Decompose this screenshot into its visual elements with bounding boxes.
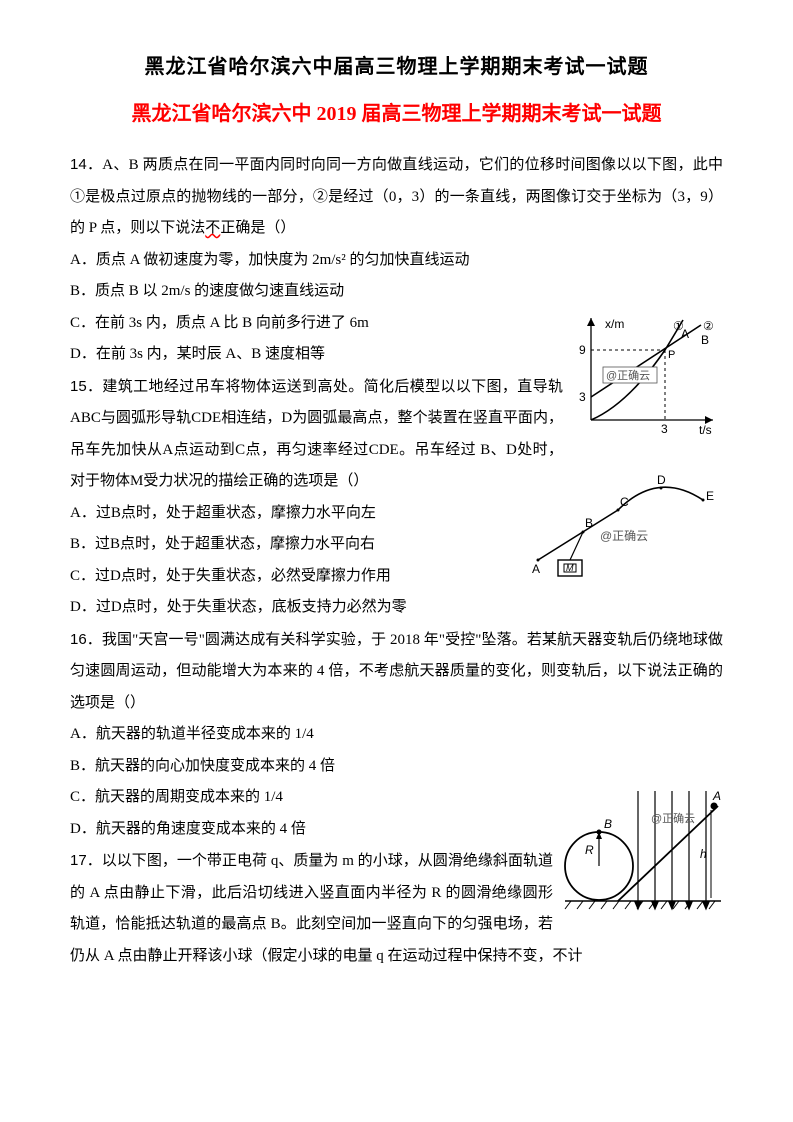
fig14-y3: 3 [579,390,586,404]
fig15-e: E [706,489,714,503]
q14-option-b: B．质点 B 以 2m/s 的速度做匀速直线运动 [70,276,723,308]
fig14-one: ① [673,319,684,333]
fig14-watermark: @正确云 [606,369,650,382]
fig14-x3: 3 [661,422,668,436]
q14-option-a: A．质点 A 做初速度为零，加快度为 2m/s² 的匀加快直线运动 [70,245,723,277]
q16-option-b: B．航天器的向心加快度变成本来的 4 倍 [70,751,723,783]
fig15: A B C D E M @正确云 [528,470,723,593]
page-title-red: 黑龙江省哈尔滨六中 2019 届高三物理上学期期末考试一试题 [70,95,723,133]
fig15-b: B [585,516,593,530]
page: 黑龙江省哈尔滨六中届高三物理上学期期末考试一试题 黑龙江省哈尔滨六中 2019 … [0,0,793,1012]
fig17: R B A h [563,786,723,934]
fig17-watermark: @正确云 [651,812,695,825]
q17-stem: 17．以以下图，一个带正电荷 q、质量为 m 的小球，从圆滑绝缘斜面轨道的 A … [70,853,583,964]
fig14-two: ② [703,319,714,333]
q15-stem: 15．建筑工地经过吊车将物体运送到高处。简化后模型以以下图，直导轨ABC与圆弧形… [70,379,563,490]
fig14-ylabel: x/m [605,317,624,331]
fig15-a: A [532,562,540,576]
fig17-b: B [604,817,612,831]
fig17-a: A [712,789,721,803]
fig15-d: D [657,473,666,487]
fig17-h: h [700,847,707,861]
fig14-y9: 9 [579,343,586,357]
page-title: 黑龙江省哈尔滨六中届高三物理上学期期末考试一试题 [70,50,723,79]
fig14-b: B [701,333,709,347]
q15-option-d: D．过D点时，处于失重状态，底板支持力必然为零 [70,592,723,624]
q14-underlined: 不 [205,220,220,236]
body: 14．A、B 两质点在同一平面内同时向同一方向做直线运动，它们的位移时间图像以以… [70,149,723,972]
q16: 16．我国"天宫一号"圆满达成有关科学实验，于 2018 年"受控"坠落。若某航… [70,624,723,846]
q16-stem: 16．我国"天宫一号"圆满达成有关科学实验，于 2018 年"受控"坠落。若某航… [70,632,723,711]
fig17-r: R [585,843,594,857]
q16-option-a: A．航天器的轨道半径变成本来的 1/4 [70,719,723,751]
fig15-c: C [620,495,629,509]
fig14: x/m t/s 9 3 3 P A B ① ② @正确云 [573,312,723,450]
fig14-p: P [668,349,675,361]
q14-stem: 14．A、B 两质点在同一平面内同时向同一方向做直线运动，它们的位移时间图像以以… [70,157,723,236]
fig14-xlabel: t/s [699,423,712,437]
fig15-m: M [566,563,574,573]
q14: 14．A、B 两质点在同一平面内同时向同一方向做直线运动，它们的位移时间图像以以… [70,149,723,371]
fig15-watermark: @正确云 [600,529,648,543]
